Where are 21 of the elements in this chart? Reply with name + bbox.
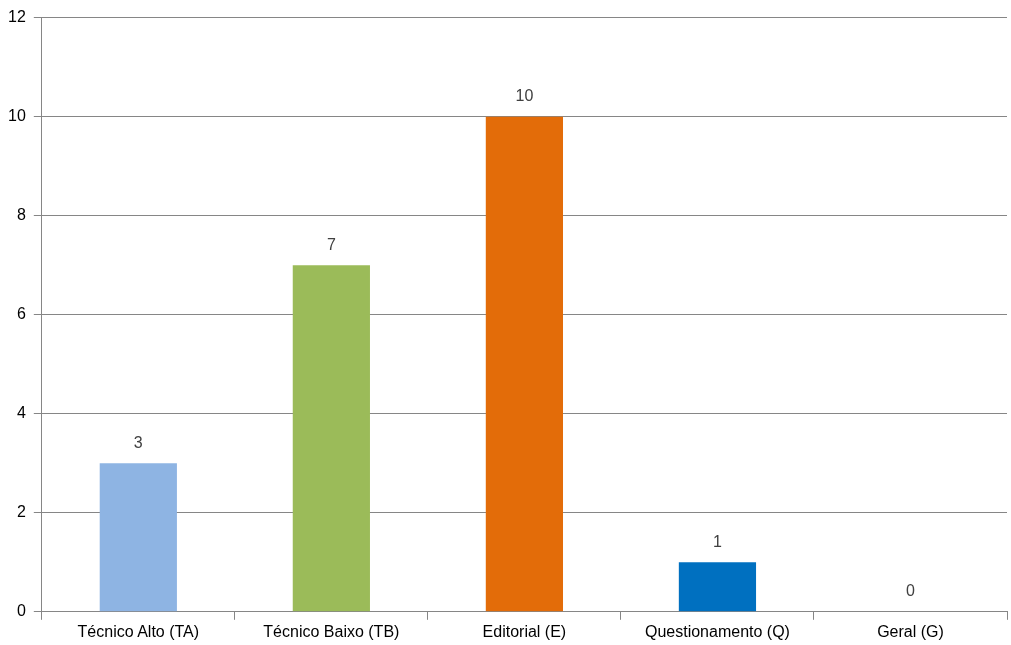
bar [678,562,757,612]
data-label: 3 [133,433,143,451]
data-label: 0 [906,582,916,600]
bar [99,463,177,612]
bar [292,265,370,612]
y-tick-label: 10 [8,107,26,125]
data-label: 1 [712,532,722,550]
x-tick-label: Geral (G) [877,622,944,640]
bar [485,116,564,612]
y-tick-label: 2 [16,503,26,521]
y-tick-label: 0 [16,602,26,620]
y-tick-label: 12 [8,8,26,26]
y-tick-label: 4 [16,404,26,422]
data-label: 7 [326,235,336,253]
x-tick-label: Editorial (E) [482,622,567,640]
x-tick-label: Técnico Baixo (TB) [263,622,400,640]
x-tick-label: Técnico Alto (TA) [77,622,200,640]
x-tick-label: Questionamento (Q) [644,622,790,640]
y-tick-label: 8 [16,206,26,224]
y-tick-label: 6 [16,305,26,323]
data-label: 10 [515,87,534,105]
